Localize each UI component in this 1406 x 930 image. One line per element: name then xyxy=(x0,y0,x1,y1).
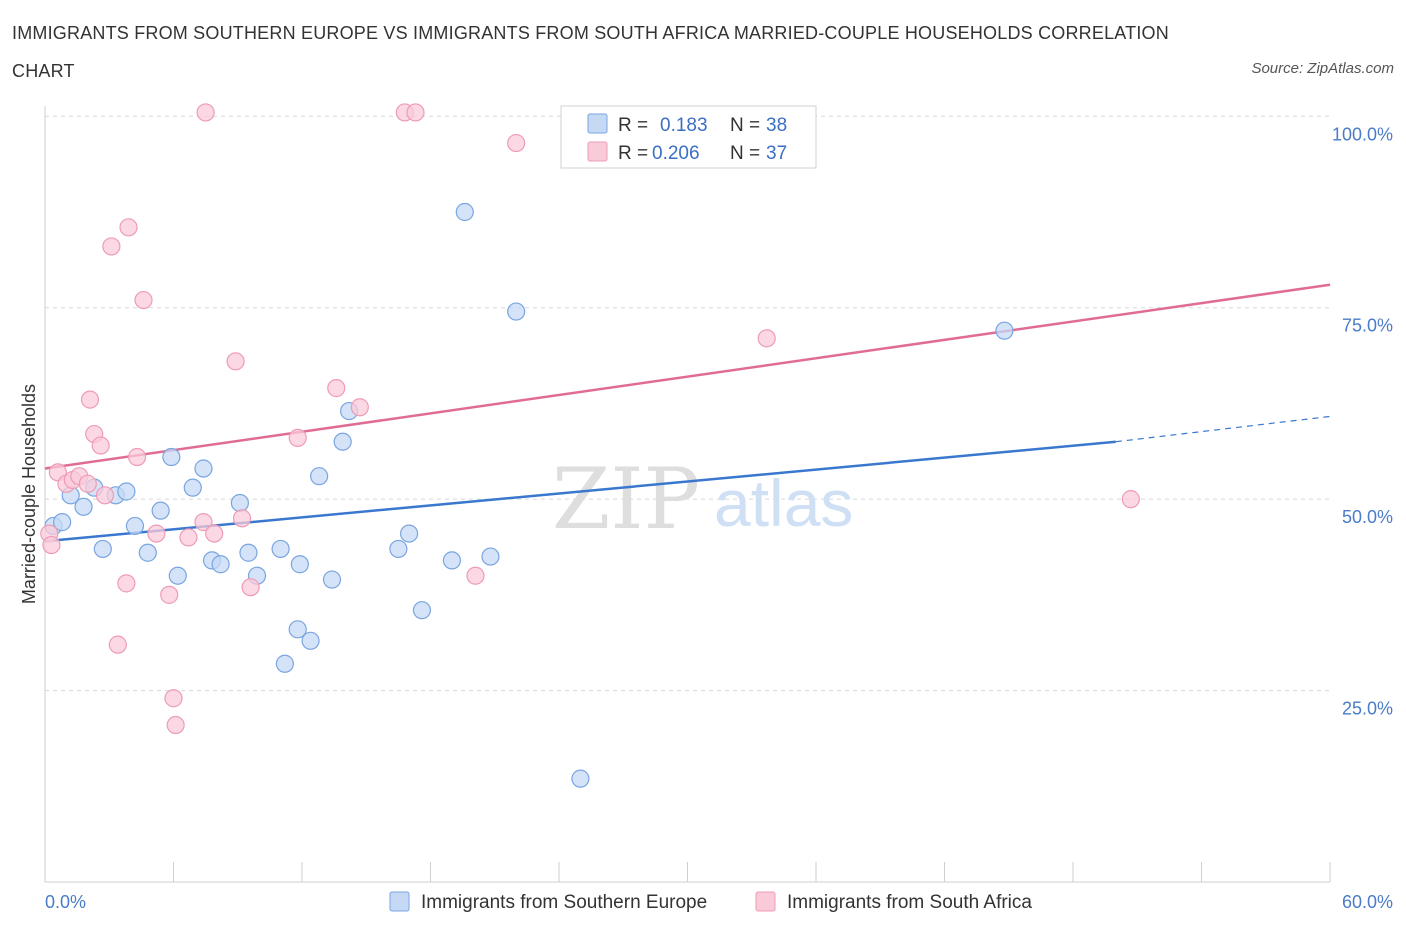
legend-box: R = 0.183 N = 38 R = 0.206 N = 37 xyxy=(561,106,816,168)
point-southern-europe-37 xyxy=(996,322,1013,339)
point-southern-europe-5 xyxy=(94,540,111,557)
bottom-legend-label-blue: Immigrants from Southern Europe xyxy=(421,892,707,913)
point-south-africa-31 xyxy=(407,104,424,121)
point-south-africa-32 xyxy=(467,567,484,584)
point-south-africa-26 xyxy=(242,579,259,596)
point-south-africa-6 xyxy=(81,391,98,408)
y-axis-title: Married-couple Households xyxy=(19,384,39,604)
point-southern-europe-17 xyxy=(231,494,248,511)
point-southern-europe-34 xyxy=(482,548,499,565)
y-tick-label-1: 50.0% xyxy=(1342,507,1393,527)
point-south-africa-28 xyxy=(328,380,345,397)
y-tick-label-2: 75.0% xyxy=(1342,316,1393,336)
point-south-africa-15 xyxy=(135,292,152,309)
point-south-africa-36 xyxy=(43,537,60,554)
legend-r-value-pink: 0.206 xyxy=(652,143,700,164)
y-tick-label-3: 100.0% xyxy=(1332,124,1393,144)
point-southern-europe-11 xyxy=(163,449,180,466)
point-south-africa-33 xyxy=(508,135,525,152)
x-tick-label-min: 0.0% xyxy=(45,892,86,912)
legend-n-value-blue: 38 xyxy=(766,115,787,136)
point-southern-europe-24 xyxy=(302,632,319,649)
point-south-africa-10 xyxy=(103,238,120,255)
point-southern-europe-27 xyxy=(334,433,351,450)
point-southern-europe-13 xyxy=(184,479,201,496)
point-southern-europe-20 xyxy=(272,540,289,557)
point-southern-europe-26 xyxy=(323,571,340,588)
y-tick-label-0: 25.0% xyxy=(1342,699,1393,719)
point-south-africa-25 xyxy=(234,510,251,527)
legend-swatch-pink xyxy=(588,142,607,161)
point-southern-europe-12 xyxy=(169,567,186,584)
point-southern-europe-9 xyxy=(139,544,156,561)
point-southern-europe-8 xyxy=(126,517,143,534)
point-southern-europe-33 xyxy=(456,204,473,221)
point-south-africa-23 xyxy=(206,525,223,542)
point-southern-europe-7 xyxy=(118,483,135,500)
legend-n-label-blue: N = xyxy=(730,115,760,136)
point-southern-europe-35 xyxy=(508,303,525,320)
legend-n-value-pink: 37 xyxy=(766,143,787,164)
point-south-africa-8 xyxy=(92,437,109,454)
point-south-africa-9 xyxy=(96,487,113,504)
point-south-africa-35 xyxy=(1122,491,1139,508)
bottom-legend-label-pink: Immigrants from South Africa xyxy=(787,892,1032,913)
point-southern-europe-31 xyxy=(413,602,430,619)
trendline-south-africa xyxy=(45,285,1330,469)
point-southern-europe-23 xyxy=(291,556,308,573)
legend-r-label-pink: R = xyxy=(618,143,648,164)
point-southern-europe-32 xyxy=(443,552,460,569)
point-southern-europe-14 xyxy=(195,460,212,477)
point-south-africa-34 xyxy=(758,330,775,347)
point-south-africa-20 xyxy=(180,529,197,546)
point-southern-europe-10 xyxy=(152,502,169,519)
point-south-africa-13 xyxy=(120,219,137,236)
legend-n-label-pink: N = xyxy=(730,143,760,164)
scatter-chart: ZIP atlas 25.0%50.0%75.0%100.0% 0.0% 60.… xyxy=(0,0,1406,930)
point-south-africa-27 xyxy=(289,429,306,446)
point-south-africa-22 xyxy=(197,104,214,121)
point-southern-europe-3 xyxy=(75,498,92,515)
point-south-africa-14 xyxy=(129,449,146,466)
point-southern-europe-21 xyxy=(276,655,293,672)
point-south-africa-5 xyxy=(79,475,96,492)
trendline-southern-europe-extension xyxy=(1116,416,1330,441)
bottom-legend-swatch-pink xyxy=(756,892,775,911)
point-southern-europe-18 xyxy=(240,544,257,561)
point-south-africa-16 xyxy=(148,525,165,542)
point-southern-europe-25 xyxy=(311,468,328,485)
point-south-africa-19 xyxy=(167,717,184,734)
point-southern-europe-29 xyxy=(390,540,407,557)
point-southern-europe-30 xyxy=(401,525,418,542)
x-tick-label-max: 60.0% xyxy=(1342,892,1393,912)
point-south-africa-12 xyxy=(118,575,135,592)
point-southern-europe-16 xyxy=(212,556,229,573)
point-south-africa-11 xyxy=(109,636,126,653)
watermark-zip: ZIP xyxy=(552,450,700,548)
point-southern-europe-36 xyxy=(572,770,589,787)
bottom-legend: Immigrants from Southern Europe Immigran… xyxy=(390,892,1032,913)
bottom-legend-swatch-blue xyxy=(390,892,409,911)
point-south-africa-29 xyxy=(351,399,368,416)
legend-r-value-blue: 0.183 xyxy=(660,115,708,136)
point-south-africa-24 xyxy=(227,353,244,370)
point-south-africa-18 xyxy=(165,690,182,707)
legend-swatch-blue xyxy=(588,114,607,133)
legend-r-label-blue: R = xyxy=(618,115,648,136)
point-south-africa-17 xyxy=(161,586,178,603)
